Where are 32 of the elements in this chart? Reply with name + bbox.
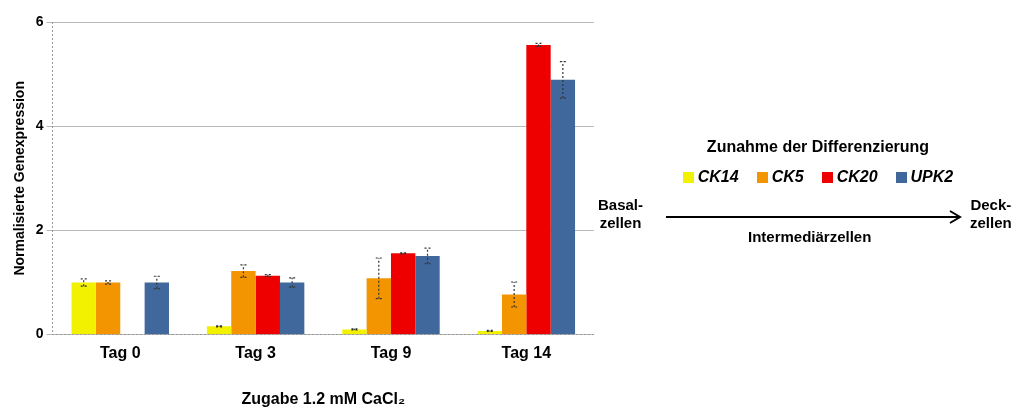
- y-tick-label: 0: [35, 325, 44, 342]
- x-tick-label: Tag 0: [99, 343, 141, 361]
- bar: [95, 282, 121, 335]
- y-axis-title: Normalisierte Genexpression: [11, 81, 28, 276]
- bar: [390, 253, 416, 335]
- y-tick-label: 4: [35, 117, 44, 134]
- legend-label: CK20: [836, 168, 878, 186]
- x-tick-label: Tag 3: [235, 343, 277, 361]
- y-tick-label: 6: [35, 12, 44, 29]
- bar: [501, 294, 527, 335]
- x-axis-title: Zugabe 1.2 mM CaCl₂: [241, 389, 406, 407]
- y-tick-label: 2: [35, 221, 44, 238]
- bar: [526, 44, 551, 335]
- bar: [415, 255, 440, 335]
- bar: [366, 278, 391, 335]
- bar: [550, 79, 576, 335]
- legend-label: CK14: [697, 168, 739, 186]
- bar: [71, 282, 96, 335]
- bar: [255, 275, 280, 335]
- text: Deck- zellen: [970, 196, 1012, 232]
- bar: [279, 282, 305, 335]
- bar: [144, 282, 169, 335]
- bar: [231, 271, 256, 335]
- text: Intermediärzellen: [748, 228, 872, 246]
- legend-label: UPK2: [910, 168, 954, 186]
- bar: [342, 329, 367, 335]
- x-tick-label: Tag 9: [370, 343, 412, 361]
- legend-title: Zunahme der Differenzierung: [706, 138, 930, 156]
- text: Basal- zellen: [598, 196, 644, 232]
- x-tick-label: Tag 14: [501, 343, 552, 361]
- legend-label: CK5: [771, 168, 804, 186]
- bar: [206, 326, 232, 335]
